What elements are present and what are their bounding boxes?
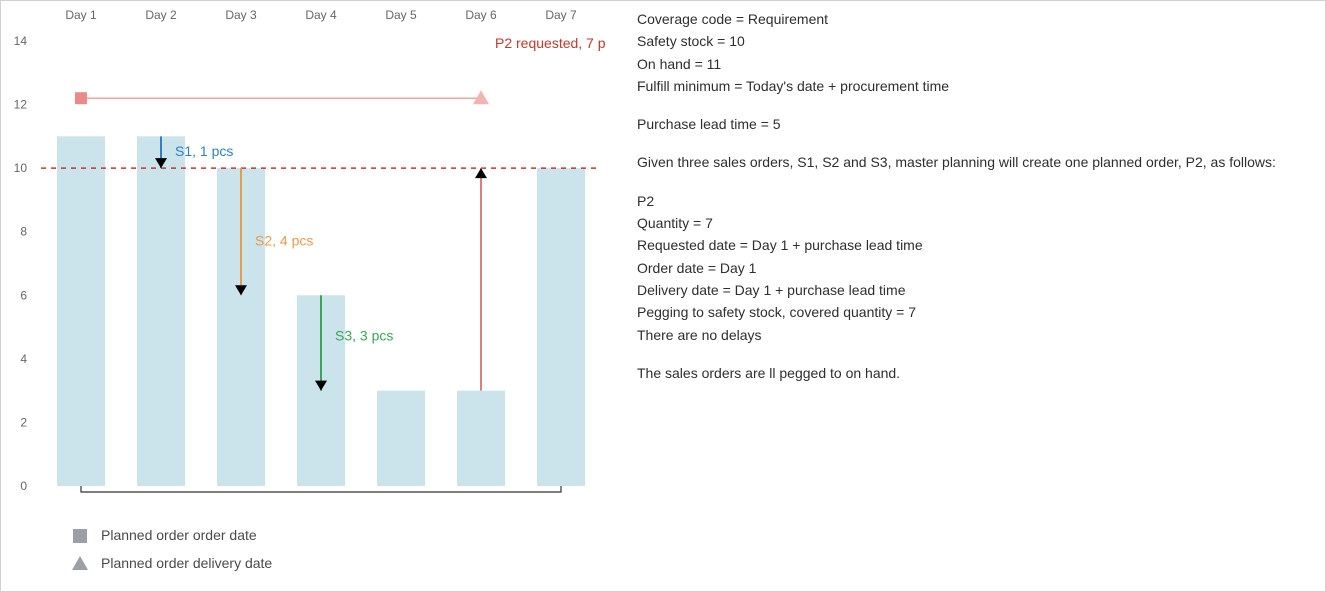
x-day-label: Day 3: [225, 8, 257, 22]
x-day-label: Day 6: [465, 8, 497, 22]
y-tick-label: 6: [20, 288, 27, 302]
y-tick-label: 0: [20, 479, 27, 493]
arrow-label-S1: S1, 1 pcs: [175, 143, 233, 159]
arrow-label-P2: P2 requested, 7 p: [495, 35, 606, 51]
bar-day-7: [537, 168, 585, 486]
y-tick-label: 10: [14, 161, 28, 175]
y-tick-label: 2: [20, 415, 27, 429]
legend-label: Planned order delivery date: [101, 555, 272, 571]
text-line: Purchase lead time = 5: [637, 114, 1317, 134]
arrow-label-S2: S2, 4 pcs: [255, 232, 313, 248]
y-tick-label: 14: [14, 34, 28, 48]
arrow-label-S3: S3, 3 pcs: [335, 328, 393, 344]
square-icon: [71, 526, 89, 544]
text-line: Fulfill minimum = Today's date + procure…: [637, 76, 1317, 96]
page-root: 0 2 4 6 8 10 12 14 Day 1 Day 2 Day 3 Day 4 Day 5 Day …: [0, 0, 1326, 592]
text-line: Requested date = Day 1 + purchase lead t…: [637, 235, 1317, 255]
text-line: P2: [637, 191, 1317, 211]
x-day-label: Day 2: [145, 8, 177, 22]
x-day-label: Day 7: [545, 8, 577, 22]
legend-item-delivery-date: Planned order delivery date: [71, 554, 272, 572]
arrowhead-P2: [475, 168, 487, 178]
text-line: Given three sales orders, S1, S2 and S3,…: [637, 152, 1317, 172]
bar-day-2: [137, 136, 185, 486]
x-day-label: Day 1: [65, 8, 97, 22]
y-tick-label: 4: [20, 352, 27, 366]
x-day-label: Day 5: [385, 8, 417, 22]
text-line: Order date = Day 1: [637, 258, 1317, 278]
chart-svg: 0 2 4 6 8 10 12 14 Day 1 Day 2 Day 3 Day 4 Day 5 Day …: [1, 1, 621, 521]
text-line: Pegging to safety stock, covered quantit…: [637, 302, 1317, 322]
legend-item-order-date: Planned order order date: [71, 526, 272, 544]
text-line: Safety stock = 10: [637, 31, 1317, 51]
text-line: Delivery date = Day 1 + purchase lead ti…: [637, 280, 1317, 300]
bar-day-5: [377, 391, 425, 486]
y-tick-label: 8: [20, 225, 27, 239]
text-line: Quantity = 7: [637, 213, 1317, 233]
text-line: The sales orders are ll pegged to on han…: [637, 363, 1317, 383]
text-line: There are no delays: [637, 325, 1317, 345]
y-tick-label: 12: [14, 98, 28, 112]
bar-day-6: [457, 391, 505, 486]
bar-day-1: [57, 136, 105, 486]
days-bracket: [81, 486, 561, 492]
description-block: Coverage code = Requirement Safety stock…: [637, 9, 1317, 385]
text-line: Coverage code = Requirement: [637, 9, 1317, 29]
triangle-icon: [71, 554, 89, 572]
legend: Planned order order date Planned order d…: [71, 526, 272, 582]
chart-panel: 0 2 4 6 8 10 12 14 Day 1 Day 2 Day 3 Day 4 Day 5 Day …: [1, 1, 621, 592]
legend-label: Planned order order date: [101, 527, 257, 543]
text-line: On hand = 11: [637, 54, 1317, 74]
delivery-date-marker-icon: [473, 90, 489, 104]
x-day-label: Day 4: [305, 8, 337, 22]
order-date-marker-icon: [75, 92, 87, 104]
